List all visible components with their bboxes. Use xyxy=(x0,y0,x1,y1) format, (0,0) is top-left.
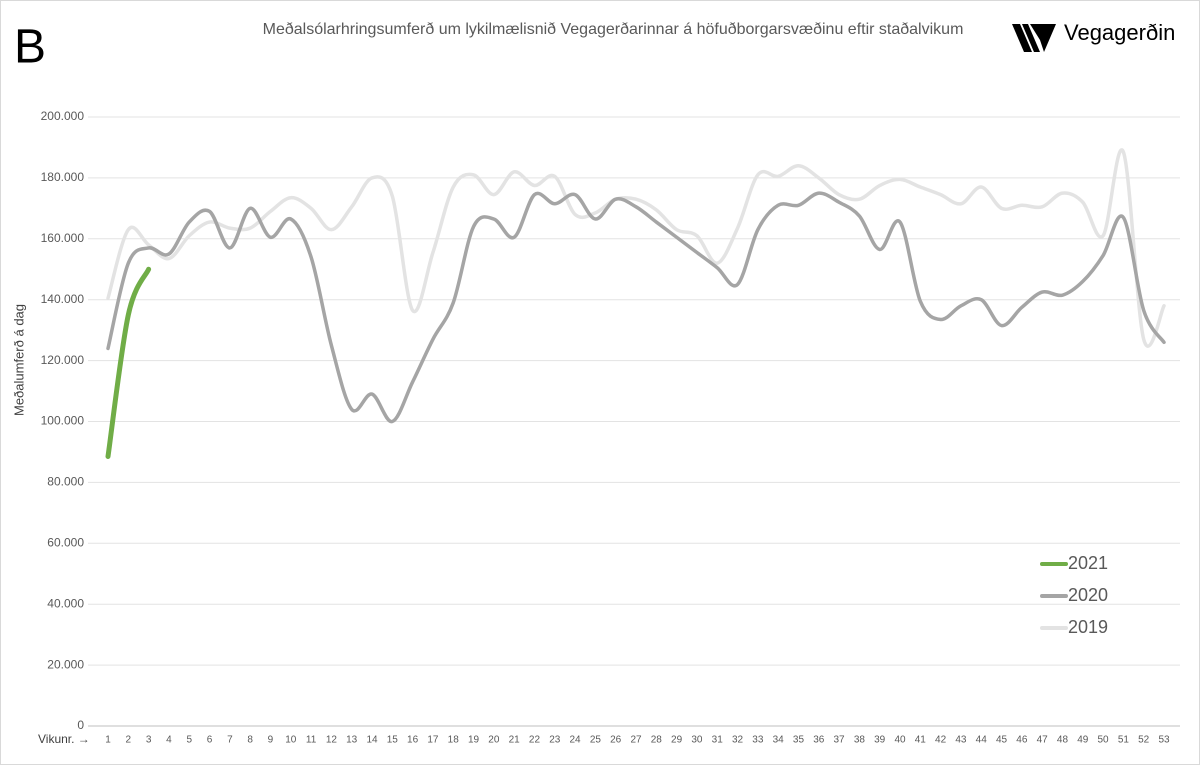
x-tick-label: 24 xyxy=(570,735,582,746)
x-tick-label: 52 xyxy=(1138,735,1150,746)
x-tick-label: 37 xyxy=(834,735,846,746)
y-tick-label: 80.000 xyxy=(47,475,84,489)
x-tick-label: 30 xyxy=(691,735,703,746)
x-tick-label: 2 xyxy=(126,735,132,746)
x-tick-label: 43 xyxy=(955,735,967,746)
y-tick-label: 160.000 xyxy=(41,231,85,245)
logo-text: Vegagerðin xyxy=(1064,20,1175,45)
y-tick-label: 20.000 xyxy=(47,657,84,671)
x-tick-label: 46 xyxy=(1016,735,1028,746)
x-tick-label: 36 xyxy=(813,735,825,746)
x-axis-label: Vikunr. → xyxy=(38,732,90,746)
x-tick-label: 18 xyxy=(448,735,460,746)
line-series xyxy=(106,191,1166,424)
legend-label: 2021 xyxy=(1068,553,1108,573)
panel-label: B xyxy=(14,21,46,74)
x-tick-label: 47 xyxy=(1037,735,1049,746)
x-tick-label: 22 xyxy=(529,735,541,746)
y-axis-label: Meðalumferð á dag xyxy=(11,304,26,416)
x-tick-label: 7 xyxy=(227,735,233,746)
x-tick-label: 32 xyxy=(732,735,744,746)
y-tick-label: 40.000 xyxy=(47,596,84,610)
x-tick-label: 11 xyxy=(306,735,317,746)
x-tick-label: 33 xyxy=(752,735,764,746)
x-tick-label: 45 xyxy=(996,735,1008,746)
x-tick-label: 16 xyxy=(407,735,419,746)
x-tick-label: 13 xyxy=(346,735,358,746)
y-tick-label: 0 xyxy=(77,718,84,732)
y-tick-label: 60.000 xyxy=(47,535,84,549)
x-tick-label: 31 xyxy=(712,735,724,746)
x-tick-label: 14 xyxy=(366,735,378,746)
x-tick-label: 39 xyxy=(874,735,886,746)
x-tick-label: 4 xyxy=(166,735,172,746)
x-tick-label: 38 xyxy=(854,735,866,746)
x-tick-label: 12 xyxy=(326,735,338,746)
y-tick-label: 120.000 xyxy=(41,353,85,367)
logo: Vegagerðin xyxy=(1012,20,1175,52)
line-series xyxy=(106,148,1166,348)
y-tick-label: 180.000 xyxy=(41,170,85,184)
y-tick-label: 140.000 xyxy=(41,292,85,306)
x-tick-label: 9 xyxy=(268,735,274,746)
x-tick-label: 15 xyxy=(387,735,399,746)
x-tick-label: 53 xyxy=(1158,735,1170,746)
x-tick-label: 35 xyxy=(793,735,805,746)
x-tick-label: 27 xyxy=(630,735,642,746)
x-tick-label: 29 xyxy=(671,735,683,746)
x-tick-label: 25 xyxy=(590,735,602,746)
x-tick-label: 51 xyxy=(1118,735,1130,746)
x-tick-label: 28 xyxy=(651,735,663,746)
legend-label: 2019 xyxy=(1068,617,1108,637)
x-tick-label: 17 xyxy=(427,735,439,746)
x-tick-label: 8 xyxy=(247,735,253,746)
x-tick-label: 50 xyxy=(1098,735,1110,746)
x-tick-label: 23 xyxy=(549,735,561,746)
chart-title: Meðalsólarhringsumferð um lykilmælisnið … xyxy=(263,21,964,38)
x-tick-label: 3 xyxy=(146,735,152,746)
y-tick-label: 100.000 xyxy=(41,414,85,428)
x-tick-label: 41 xyxy=(915,735,927,746)
x-tick-label: 40 xyxy=(894,735,906,746)
x-tick-label: 10 xyxy=(285,735,297,746)
x-tick-label: 5 xyxy=(186,735,192,746)
x-tick-label: 6 xyxy=(207,735,213,746)
x-tick-label: 48 xyxy=(1057,735,1069,746)
x-tick-label: 44 xyxy=(976,735,988,746)
x-tick-label: 1 xyxy=(105,735,111,746)
x-tick-label: 21 xyxy=(509,735,521,746)
legend-label: 2020 xyxy=(1068,585,1108,605)
x-tick-label: 20 xyxy=(488,735,500,746)
x-tick-label: 34 xyxy=(773,735,785,746)
x-tick-label: 49 xyxy=(1077,735,1089,746)
y-tick-label: 200.000 xyxy=(41,109,85,123)
x-tick-label: 26 xyxy=(610,735,622,746)
line-series xyxy=(105,266,152,460)
x-tick-label: 42 xyxy=(935,735,947,746)
x-tick-label: 19 xyxy=(468,735,480,746)
